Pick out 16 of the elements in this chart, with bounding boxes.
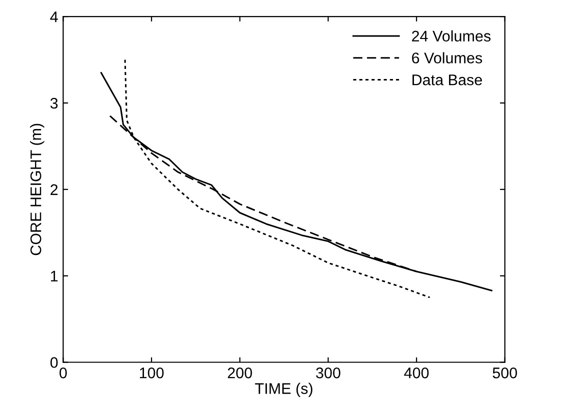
x-tick-label: 0 xyxy=(60,368,67,378)
y-tick-label: 3 xyxy=(50,98,58,109)
x-axis-title: TIME (s) xyxy=(255,382,312,397)
legend-label: 24 Volumes xyxy=(412,30,491,42)
y-tick-label: 4 xyxy=(50,12,58,22)
y-axis-title: CORE HEIGHT (m) xyxy=(30,124,44,256)
y-tick-label: 0 xyxy=(50,357,58,368)
x-tick-label: 100 xyxy=(140,368,164,378)
x-tick-label: 200 xyxy=(228,368,252,378)
legend-label: Data Base xyxy=(412,74,482,86)
y-tick-label: 2 xyxy=(50,184,58,195)
x-tick-label: 300 xyxy=(316,368,340,378)
y-tick-label: 1 xyxy=(50,270,58,282)
x-tick-label: 400 xyxy=(404,368,429,378)
legend-label: 6 Volumes xyxy=(412,52,482,64)
x-tick-label: 500 xyxy=(492,368,518,378)
